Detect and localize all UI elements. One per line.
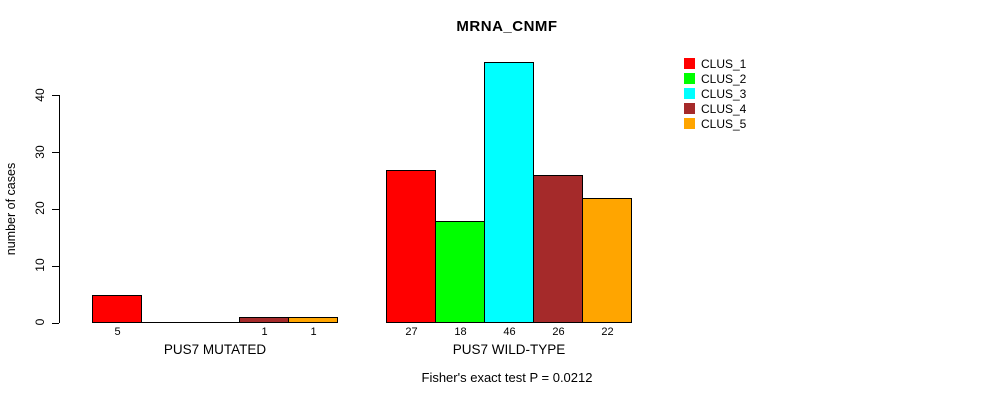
bar-clus_2 [435, 221, 485, 323]
y-tick-label: 10 [33, 258, 47, 272]
y-tick-label: 0 [33, 318, 47, 326]
legend-label: CLUS_2 [701, 71, 747, 86]
bar-clus_1 [386, 170, 436, 323]
y-tick-mark [52, 208, 59, 210]
bar-value-label: 46 [503, 326, 516, 338]
legend-swatch-clus_5 [684, 118, 695, 129]
bar-value-label: 22 [601, 326, 614, 338]
bar-value-label: 1 [310, 326, 317, 338]
group-label-1: PUS7 MUTATED [163, 342, 267, 357]
legend-row: CLUS_4 [684, 101, 746, 116]
legend-swatch-clus_4 [684, 103, 695, 114]
bar-value-label: 1 [261, 326, 268, 338]
bar-clus_5 [288, 317, 338, 323]
y-axis-line [59, 95, 60, 323]
legend-label: CLUS_4 [701, 101, 747, 116]
bar-clus_1 [92, 295, 142, 323]
y-tick-mark [52, 152, 59, 154]
group-label-2: PUS7 WILD-TYPE [452, 342, 566, 357]
legend-row: CLUS_5 [684, 116, 746, 131]
bar-clus_3 [484, 62, 534, 323]
bar-value-label: 18 [454, 326, 467, 338]
legend-row: CLUS_1 [684, 56, 746, 71]
y-tick-label: 30 [33, 144, 47, 159]
bar-clus_4 [533, 175, 583, 323]
subtitle-pvalue: Fisher's exact test P = 0.0212 [421, 370, 593, 385]
chart-title: MRNA_CNMF [456, 18, 558, 35]
legend: CLUS_1 CLUS_2 CLUS_3 CLUS_4 CLUS_5 [684, 56, 746, 131]
legend-label: CLUS_5 [701, 116, 747, 131]
y-tick-mark [52, 95, 59, 97]
bar-clus_5 [582, 198, 632, 323]
legend-swatch-clus_2 [684, 73, 695, 84]
bar-value-label: 27 [405, 326, 418, 338]
legend-swatch-clus_3 [684, 88, 695, 99]
y-tick-mark [52, 322, 59, 324]
bar-clus_4 [239, 317, 289, 323]
legend-row: CLUS_2 [684, 71, 746, 86]
legend-row: CLUS_3 [684, 86, 746, 101]
y-tick-label: 40 [33, 88, 47, 102]
y-tick-label: 20 [33, 201, 47, 216]
bar-value-label: 5 [114, 326, 121, 338]
y-tick-mark [52, 265, 59, 267]
legend-label: CLUS_3 [701, 86, 747, 101]
y-axis-label: number of cases [4, 162, 18, 256]
legend-swatch-clus_1 [684, 58, 695, 69]
zero-bar-clus_3 [190, 322, 240, 323]
zero-bar-clus_2 [141, 322, 191, 323]
bar-value-label: 26 [552, 326, 565, 338]
legend-label: CLUS_1 [701, 56, 747, 71]
